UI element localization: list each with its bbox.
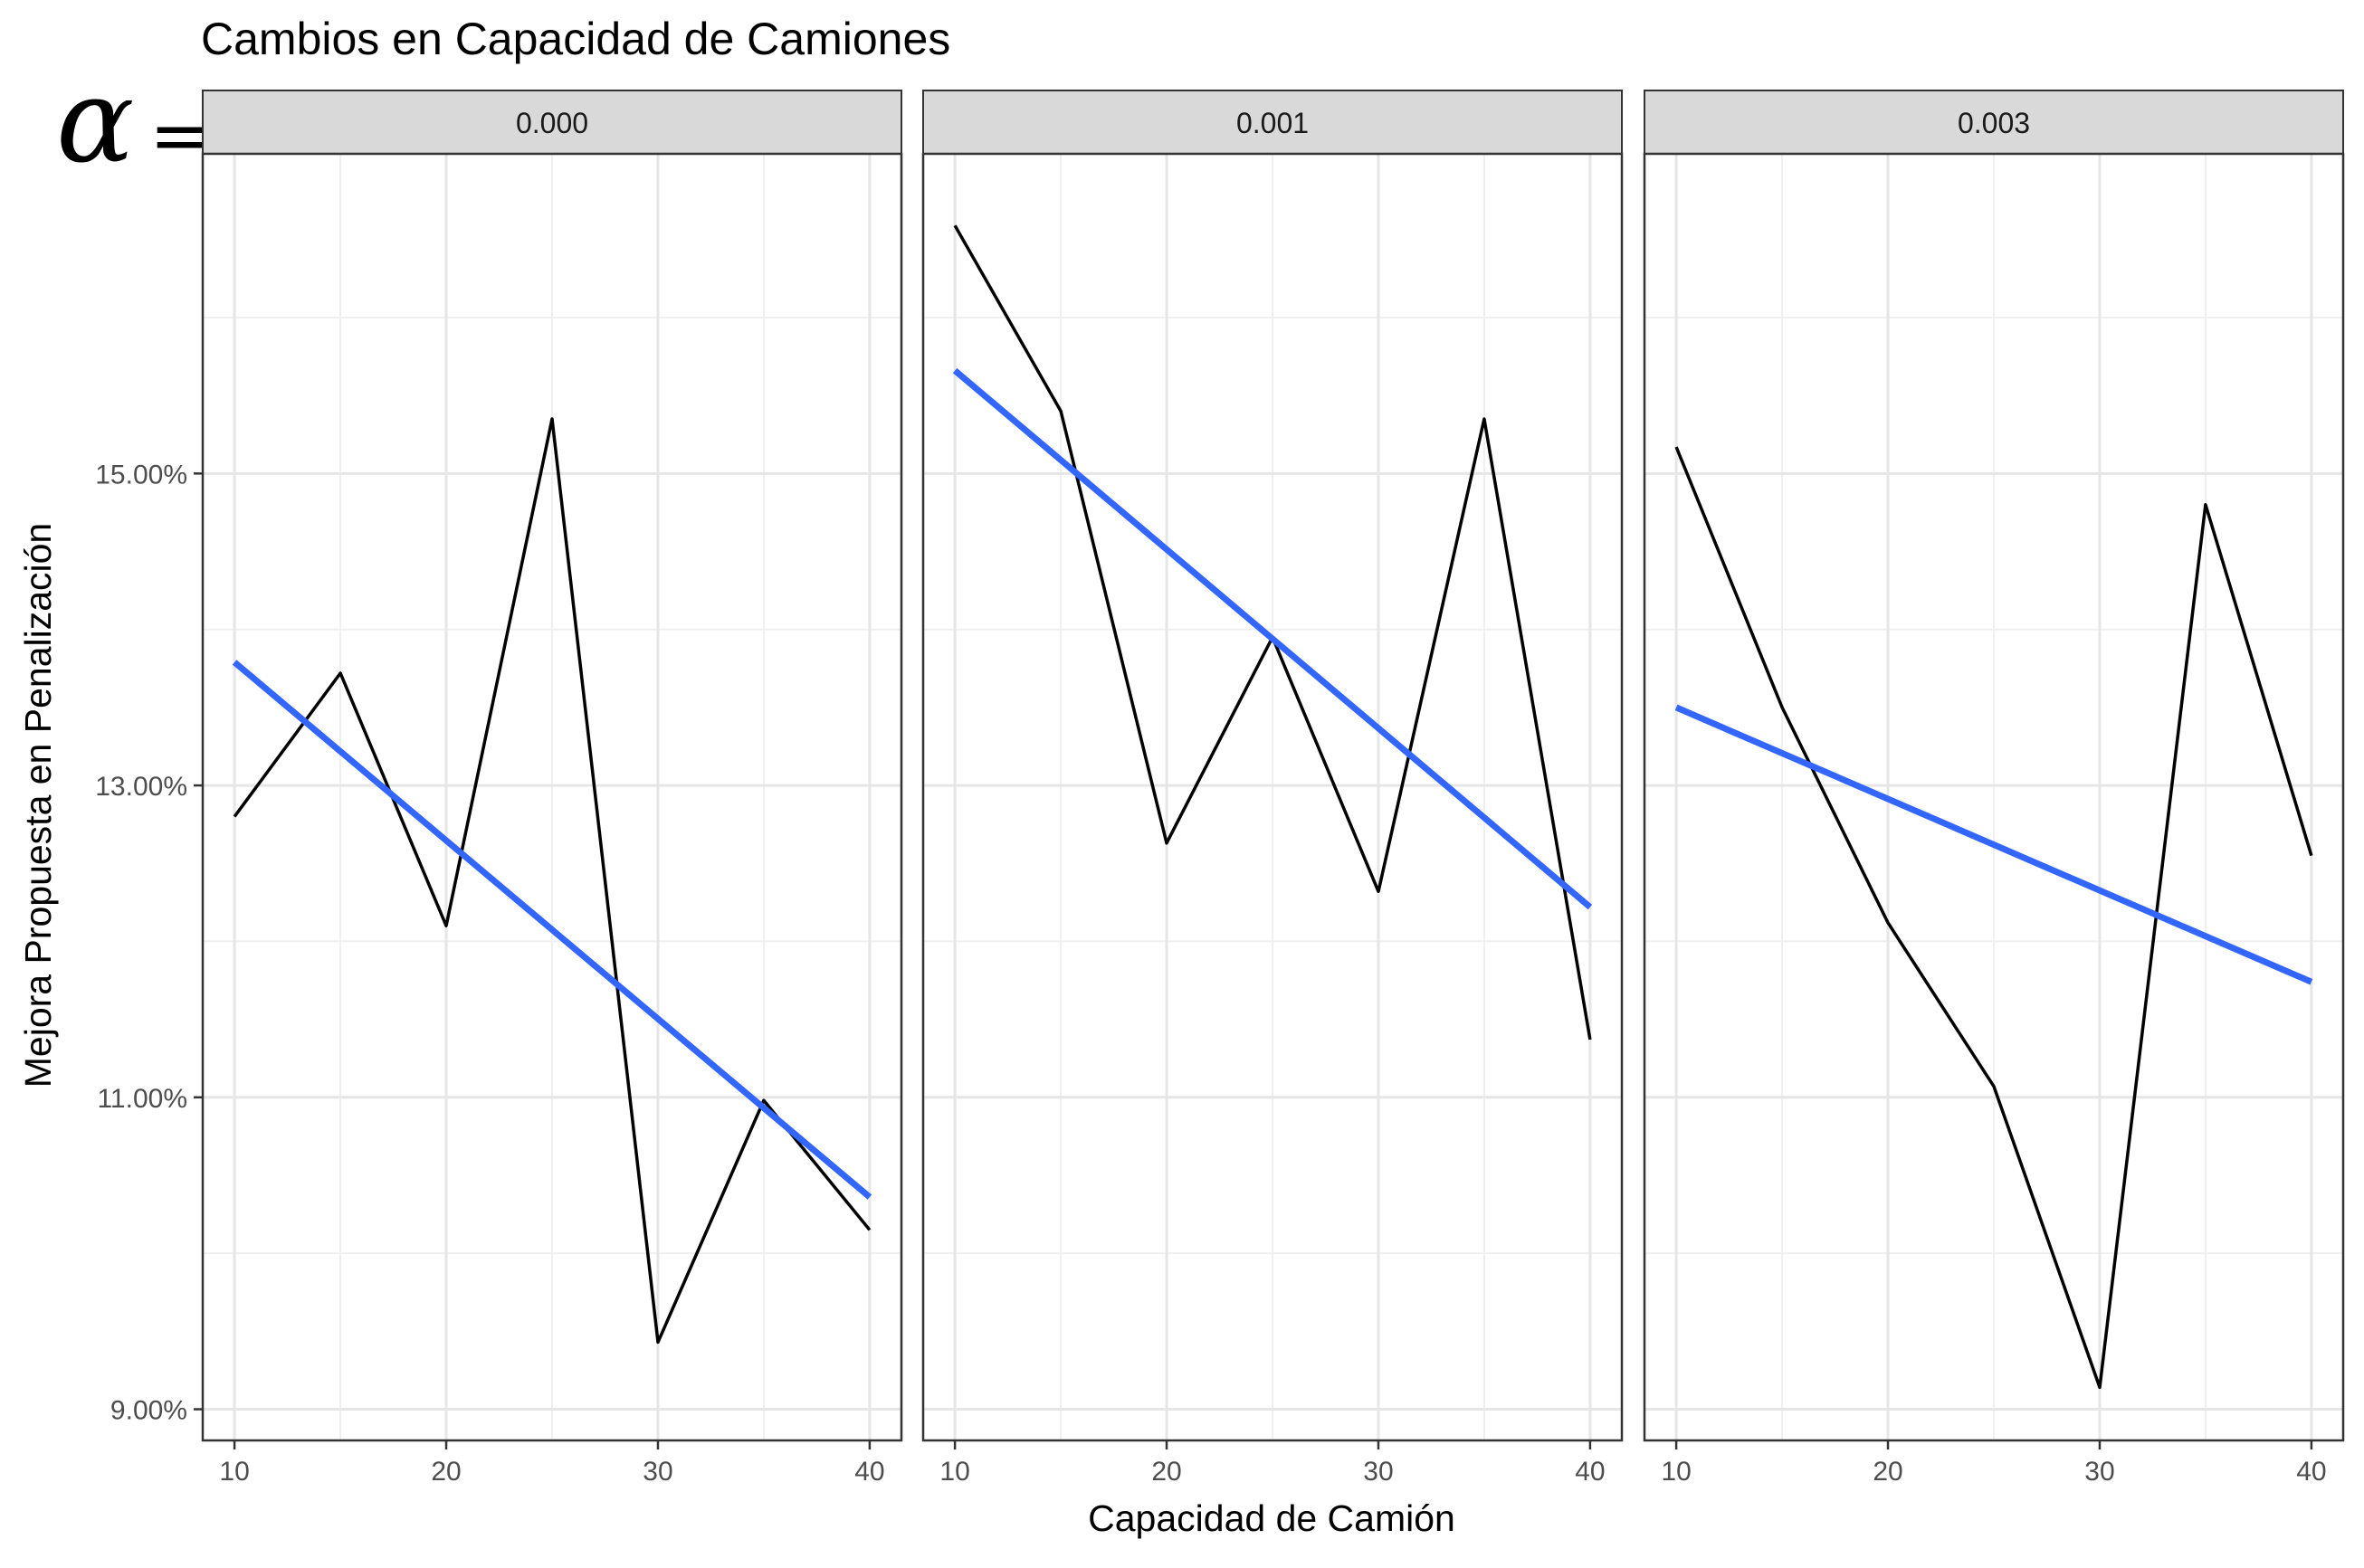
trend-line [232, 660, 872, 1200]
x-tick-label: 20 [1873, 1457, 1902, 1487]
facet-panel-0: 0.000 10 20 30 40 [201, 90, 903, 1487]
x-tick-label: 20 [431, 1457, 461, 1487]
facet-strip-label: 0.000 [516, 107, 588, 139]
facet-strip [922, 90, 1623, 155]
series-line-0 [233, 417, 872, 1345]
x-tick-label: 30 [1363, 1457, 1393, 1487]
facet-label-symbol: α [56, 54, 134, 189]
y-tick-label: 13.00% [95, 772, 187, 802]
x-tick-label: 20 [1151, 1457, 1181, 1487]
y-tick-label: 11.00% [97, 1084, 187, 1114]
y-axis-title: Mejora Propuesta en Penalización [17, 523, 59, 1088]
x-tick-label: 10 [1661, 1457, 1691, 1487]
y-axis: 9.00% 11.00% 13.00% 15.00% [95, 460, 203, 1426]
trend-line [1674, 704, 2313, 985]
facet-strip [1644, 90, 2344, 155]
panels-group: 0.000 10 20 30 40 0.001 10 20 30 40 0.003 10 20 30 40 [201, 90, 2345, 1487]
panel-border [201, 152, 903, 1442]
facet-label-suffix: = [149, 93, 212, 179]
x-tick-label: 10 [219, 1457, 249, 1487]
x-tick-label: 40 [854, 1457, 884, 1487]
panel-border [921, 152, 1624, 1442]
facet-panel-1: 0.001 10 20 30 40 [921, 90, 1624, 1487]
facet-strip-label: 0.003 [1958, 107, 2030, 139]
x-tick-label: 40 [1575, 1457, 1605, 1487]
chart-title: Cambios en Capacidad de Camiones [201, 14, 950, 64]
y-tick-label: 9.00% [110, 1396, 187, 1426]
x-tick-label: 40 [2296, 1457, 2326, 1487]
trend-line [952, 367, 1593, 910]
panel-border [1643, 152, 2345, 1442]
series-line-0 [1674, 446, 2313, 1390]
x-tick-label: 30 [643, 1457, 672, 1487]
facet-strip-label: 0.001 [1236, 107, 1309, 139]
x-tick-label: 10 [939, 1457, 969, 1487]
x-tick-label: 30 [2084, 1457, 2114, 1487]
facet-panel-2: 0.003 10 20 30 40 [1643, 90, 2345, 1487]
y-tick-label: 15.00% [95, 460, 187, 489]
x-axis-title: Capacidad de Camión [1088, 1497, 1455, 1539]
